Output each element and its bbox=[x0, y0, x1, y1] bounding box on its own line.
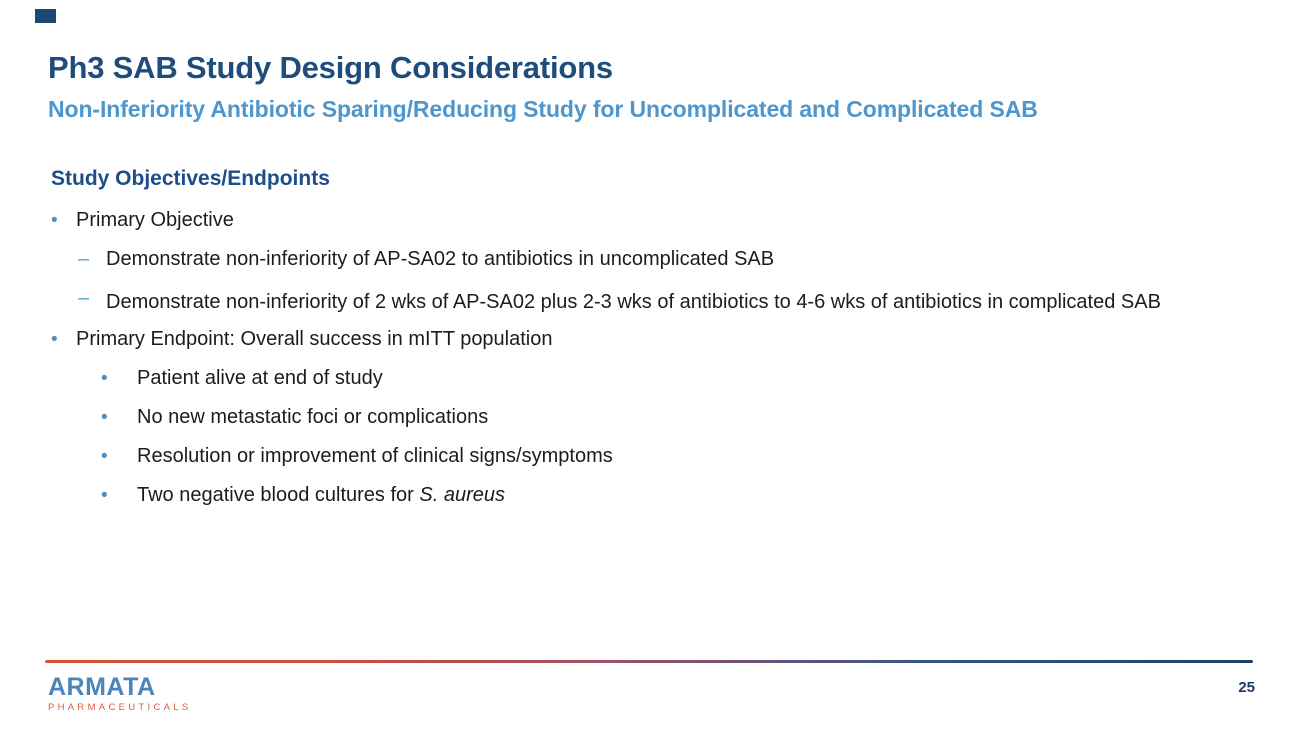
page-number: 25 bbox=[1238, 679, 1255, 696]
bullet-text: Patient alive at end of study bbox=[137, 367, 383, 389]
slide-subtitle: Non-Inferiority Antibiotic Sparing/Reduc… bbox=[48, 96, 1038, 122]
bullet-text: Demonstrate non-inferiority of AP-SA02 t… bbox=[106, 248, 775, 270]
bullet-dot-icon: • bbox=[101, 407, 108, 428]
bullet-dot-icon: • bbox=[101, 368, 108, 389]
bullet-dot-icon: • bbox=[51, 329, 58, 350]
bullet-dot-icon: • bbox=[101, 446, 108, 467]
bullet-dash-icon: – bbox=[78, 287, 90, 309]
bullet-text: Primary Endpoint: Overall success in mIT… bbox=[76, 328, 553, 350]
bullet-text: Resolution or improvement of clinical si… bbox=[137, 445, 613, 467]
list-item: – Demonstrate non-inferiority of AP-SA02… bbox=[51, 246, 1251, 273]
list-item: • Patient alive at end of study bbox=[51, 365, 1251, 392]
bullet-text: Primary Objective bbox=[76, 209, 234, 231]
list-item: • Primary Objective bbox=[51, 207, 1251, 234]
footer-divider bbox=[45, 660, 1253, 663]
slide-title: Ph3 SAB Study Design Considerations bbox=[48, 50, 613, 85]
list-item: • No new metastatic foci or complication… bbox=[51, 404, 1251, 431]
bullet-text: Two negative blood cultures for S. aureu… bbox=[137, 482, 505, 509]
content-area: Study Objectives/Endpoints • Primary Obj… bbox=[51, 166, 1251, 509]
corner-accent-square bbox=[35, 9, 56, 23]
section-heading: Study Objectives/Endpoints bbox=[51, 167, 330, 190]
bullet-dot-icon: • bbox=[101, 485, 108, 506]
list-item: – Demonstrate non-inferiority of 2 wks o… bbox=[51, 285, 1251, 319]
logo-wordmark: ARMATA bbox=[48, 673, 156, 701]
list-item: • Two negative blood cultures for S. aur… bbox=[51, 482, 1251, 509]
logo-subtext: PHARMACEUTICALS bbox=[48, 702, 192, 713]
armata-logo: ARMATA PHARMACEUTICALS bbox=[48, 673, 192, 714]
bullet-dot-icon: • bbox=[51, 210, 58, 231]
bullet-dash-icon: – bbox=[78, 248, 90, 270]
bullet-text: No new metastatic foci or complications bbox=[137, 406, 489, 428]
bullet-text: Demonstrate non-inferiority of 2 wks of … bbox=[106, 291, 1161, 313]
list-item: • Resolution or improvement of clinical … bbox=[51, 443, 1251, 470]
list-item: • Primary Endpoint: Overall success in m… bbox=[51, 326, 1251, 353]
bullet-text-italic: S. aureus bbox=[419, 484, 505, 506]
bullet-text-plain: Two negative blood cultures for bbox=[137, 484, 420, 506]
